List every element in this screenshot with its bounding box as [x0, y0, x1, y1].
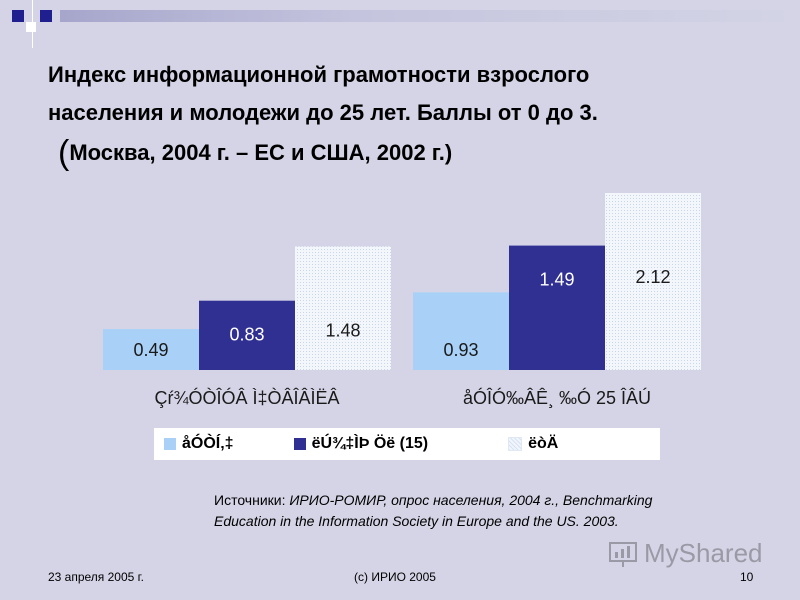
- decor-square: [40, 10, 52, 22]
- sources-note: Источники: ИРИО-РОМИР, опрос населения, …: [214, 490, 694, 532]
- bar-1-group-1: [103, 329, 199, 370]
- sources-text: ИРИО-РОМИР, опрос населения, 2004 г., Be…: [214, 492, 653, 529]
- bar-2-group-1: [199, 300, 295, 370]
- bar-3-group-2: [605, 192, 701, 370]
- title-line-1: Индекс информационной грамотности взросл…: [48, 62, 590, 87]
- bar-label-3-group-1: 1.48: [325, 320, 360, 340]
- watermark-text: MyShared: [644, 538, 763, 568]
- slide-title: Индекс информационной грамотности взросл…: [48, 56, 768, 172]
- bar-label-2-group-2: 1.49: [539, 270, 574, 290]
- category-label-2: åÓÎÓ‰ÂÊ¸ ‰Ó 25 ÎÂÚ: [463, 387, 651, 408]
- presentation-icon: [609, 541, 637, 567]
- subtitle-text: Москва, 2004 г. – ЕС и США, 2002 г.): [69, 140, 453, 165]
- legend-label-moscow: åÓÒÍ‚‡: [182, 435, 234, 452]
- bar-label-3-group-2: 2.12: [635, 267, 670, 287]
- title-line-2: населения и молодежи до 25 лет. Баллы от…: [48, 100, 598, 125]
- watermark: MyShared: [608, 538, 763, 569]
- bar-1-group-2: [413, 292, 509, 370]
- legend-item-eu: ëÚ¾‡ÌÞ Öë (15): [293, 435, 429, 453]
- legend-label-eu: ëÚ¾‡ÌÞ Öë (15): [311, 435, 429, 452]
- chart-legend: åÓÒÍ‚‡ ëÚ¾‡ÌÞ Öë (15) ëòÄ: [154, 428, 660, 460]
- sources-label: Источники:: [214, 492, 290, 508]
- legend-label-usa: ëòÄ: [528, 435, 559, 452]
- subtitle-paren: (: [58, 134, 70, 172]
- bar-label-2-group-1: 0.83: [229, 325, 264, 345]
- header-gradient-bar: [60, 10, 800, 22]
- bar-label-1-group-2: 0.93: [443, 340, 478, 360]
- footer-date: 23 апреля 2005 г.: [48, 570, 144, 584]
- legend-swatch-eu: [293, 438, 306, 450]
- decor-square: [26, 22, 36, 32]
- legend-swatch-moscow: [164, 438, 176, 450]
- legend-swatch-usa: [508, 437, 523, 451]
- legend-item-usa: ëòÄ: [508, 435, 558, 453]
- bar-2-group-2: [509, 245, 605, 370]
- bar-label-1-group-1: 0.49: [133, 340, 168, 360]
- decor-line: [32, 0, 33, 48]
- header-decoration: [0, 0, 800, 48]
- legend-item-moscow: åÓÒÍ‚‡: [164, 435, 234, 453]
- category-label-1: Çŕ¾ÓÒÎÓÂ Ì‡ÒÂÎÂÌËÂ: [154, 387, 339, 408]
- page-number: 10: [740, 570, 754, 584]
- footer-copyright: (c) ИРИО 2005: [354, 570, 436, 584]
- title-subtitle: (Москва, 2004 г. – ЕС и США, 2002 г.): [48, 134, 768, 172]
- bar-3-group-1: [295, 246, 391, 370]
- decor-square: [12, 10, 24, 22]
